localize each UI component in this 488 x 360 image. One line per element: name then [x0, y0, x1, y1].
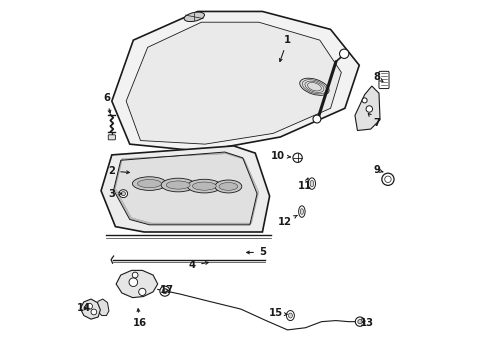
Ellipse shape [166, 181, 190, 189]
Circle shape [91, 309, 97, 315]
Circle shape [162, 289, 167, 294]
Text: 13: 13 [359, 318, 373, 328]
Circle shape [160, 286, 169, 296]
Polygon shape [116, 270, 158, 298]
Ellipse shape [286, 311, 294, 320]
Polygon shape [80, 299, 100, 319]
Text: 8: 8 [372, 72, 382, 82]
Ellipse shape [298, 206, 305, 217]
Text: 2: 2 [108, 166, 129, 176]
Text: 6: 6 [103, 93, 111, 113]
Ellipse shape [119, 190, 127, 198]
Ellipse shape [308, 178, 315, 189]
Ellipse shape [214, 180, 241, 193]
Text: 9: 9 [372, 165, 382, 175]
Text: 1: 1 [279, 35, 290, 62]
Polygon shape [354, 86, 379, 131]
Ellipse shape [192, 182, 216, 190]
Polygon shape [126, 22, 341, 144]
Ellipse shape [183, 12, 204, 22]
Text: 14: 14 [77, 303, 91, 314]
Polygon shape [101, 146, 269, 232]
Ellipse shape [300, 209, 303, 215]
Text: 15: 15 [268, 309, 286, 318]
Text: 5: 5 [246, 247, 265, 257]
Circle shape [139, 288, 145, 296]
Text: 3: 3 [108, 189, 122, 199]
Circle shape [357, 319, 362, 324]
Circle shape [384, 176, 390, 183]
Text: 11: 11 [297, 178, 311, 192]
Circle shape [381, 173, 393, 185]
Text: 4: 4 [188, 260, 208, 270]
Text: 16: 16 [132, 309, 146, 328]
Polygon shape [113, 152, 257, 225]
Ellipse shape [219, 183, 237, 190]
Circle shape [366, 106, 372, 112]
Text: 7: 7 [367, 113, 380, 128]
Circle shape [86, 303, 92, 309]
Circle shape [339, 49, 348, 58]
Ellipse shape [299, 78, 328, 95]
Ellipse shape [288, 313, 292, 318]
Ellipse shape [137, 180, 161, 188]
Circle shape [132, 272, 138, 278]
Circle shape [355, 317, 364, 326]
Circle shape [292, 153, 302, 162]
Circle shape [312, 115, 320, 123]
Polygon shape [112, 12, 359, 151]
Ellipse shape [187, 179, 221, 193]
Ellipse shape [161, 178, 195, 192]
FancyBboxPatch shape [108, 135, 115, 140]
Ellipse shape [309, 180, 313, 187]
Text: 12: 12 [277, 215, 296, 227]
Polygon shape [96, 299, 109, 316]
Circle shape [362, 98, 366, 103]
FancyBboxPatch shape [378, 71, 388, 89]
Ellipse shape [132, 177, 166, 190]
Circle shape [129, 278, 137, 287]
Text: 10: 10 [270, 150, 290, 161]
Ellipse shape [121, 192, 125, 195]
Text: 17: 17 [159, 285, 173, 296]
